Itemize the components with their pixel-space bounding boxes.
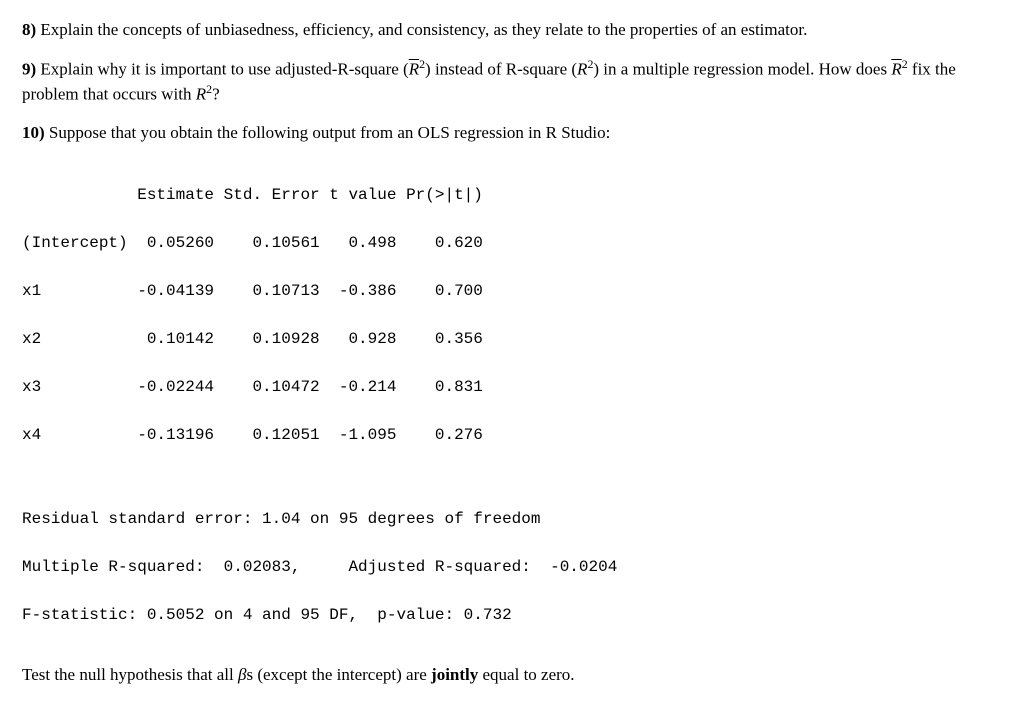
table-row: (Intercept) 0.05260 0.10561 0.498 0.620	[22, 231, 1002, 255]
q8-number: 8)	[22, 20, 36, 39]
regression-table: Estimate Std. Error t value Pr(>|t|) (In…	[22, 159, 1002, 471]
fstat-line: F-statistic: 0.5052 on 4 and 95 DF, p-va…	[22, 603, 1002, 627]
final-pre: Test the null hypothesis that all	[22, 665, 238, 684]
question-10: 10) Suppose that you obtain the followin…	[22, 121, 1002, 145]
table-row: x1 -0.04139 0.10713 -0.386 0.700	[22, 279, 1002, 303]
question-9: 9) Explain why it is important to use ad…	[22, 56, 1002, 107]
beta-symbol: β	[238, 665, 246, 684]
table-header: Estimate Std. Error t value Pr(>|t|)	[22, 183, 1002, 207]
table-row: x3 -0.02244 0.10472 -0.214 0.831	[22, 375, 1002, 399]
table-row: x2 0.10142 0.10928 0.928 0.356	[22, 327, 1002, 351]
final-post: equal to zero.	[478, 665, 574, 684]
final-mid: s (except the intercept) are	[246, 665, 431, 684]
rse-line: Residual standard error: 1.04 on 95 degr…	[22, 507, 1002, 531]
r-symbol: R	[577, 59, 587, 78]
regression-footer: Residual standard error: 1.04 on 95 degr…	[22, 483, 1002, 651]
q9-mid2: ) in a multiple regression model. How do…	[593, 59, 891, 78]
rsq-line: Multiple R-squared: 0.02083, Adjusted R-…	[22, 555, 1002, 579]
q9-number: 9)	[22, 59, 36, 78]
jointly-word: jointly	[431, 665, 478, 684]
q10-number: 10)	[22, 123, 45, 142]
q9-pre: Explain why it is important to use adjus…	[36, 59, 409, 78]
q8-text: Explain the concepts of unbiasedness, ef…	[36, 20, 807, 39]
q9-mid1: ) instead of R-square (	[425, 59, 577, 78]
r2-symbol: R	[196, 85, 206, 104]
table-row: x4 -0.13196 0.12051 -1.095 0.276	[22, 423, 1002, 447]
rbar-symbol: R	[409, 59, 419, 78]
rbar2-symbol: R	[891, 59, 901, 78]
final-instruction: Test the null hypothesis that all βs (ex…	[22, 663, 1002, 687]
q10-text: Suppose that you obtain the following ou…	[45, 123, 611, 142]
question-8: 8) Explain the concepts of unbiasedness,…	[22, 18, 1002, 42]
q9-end: ?	[212, 85, 220, 104]
